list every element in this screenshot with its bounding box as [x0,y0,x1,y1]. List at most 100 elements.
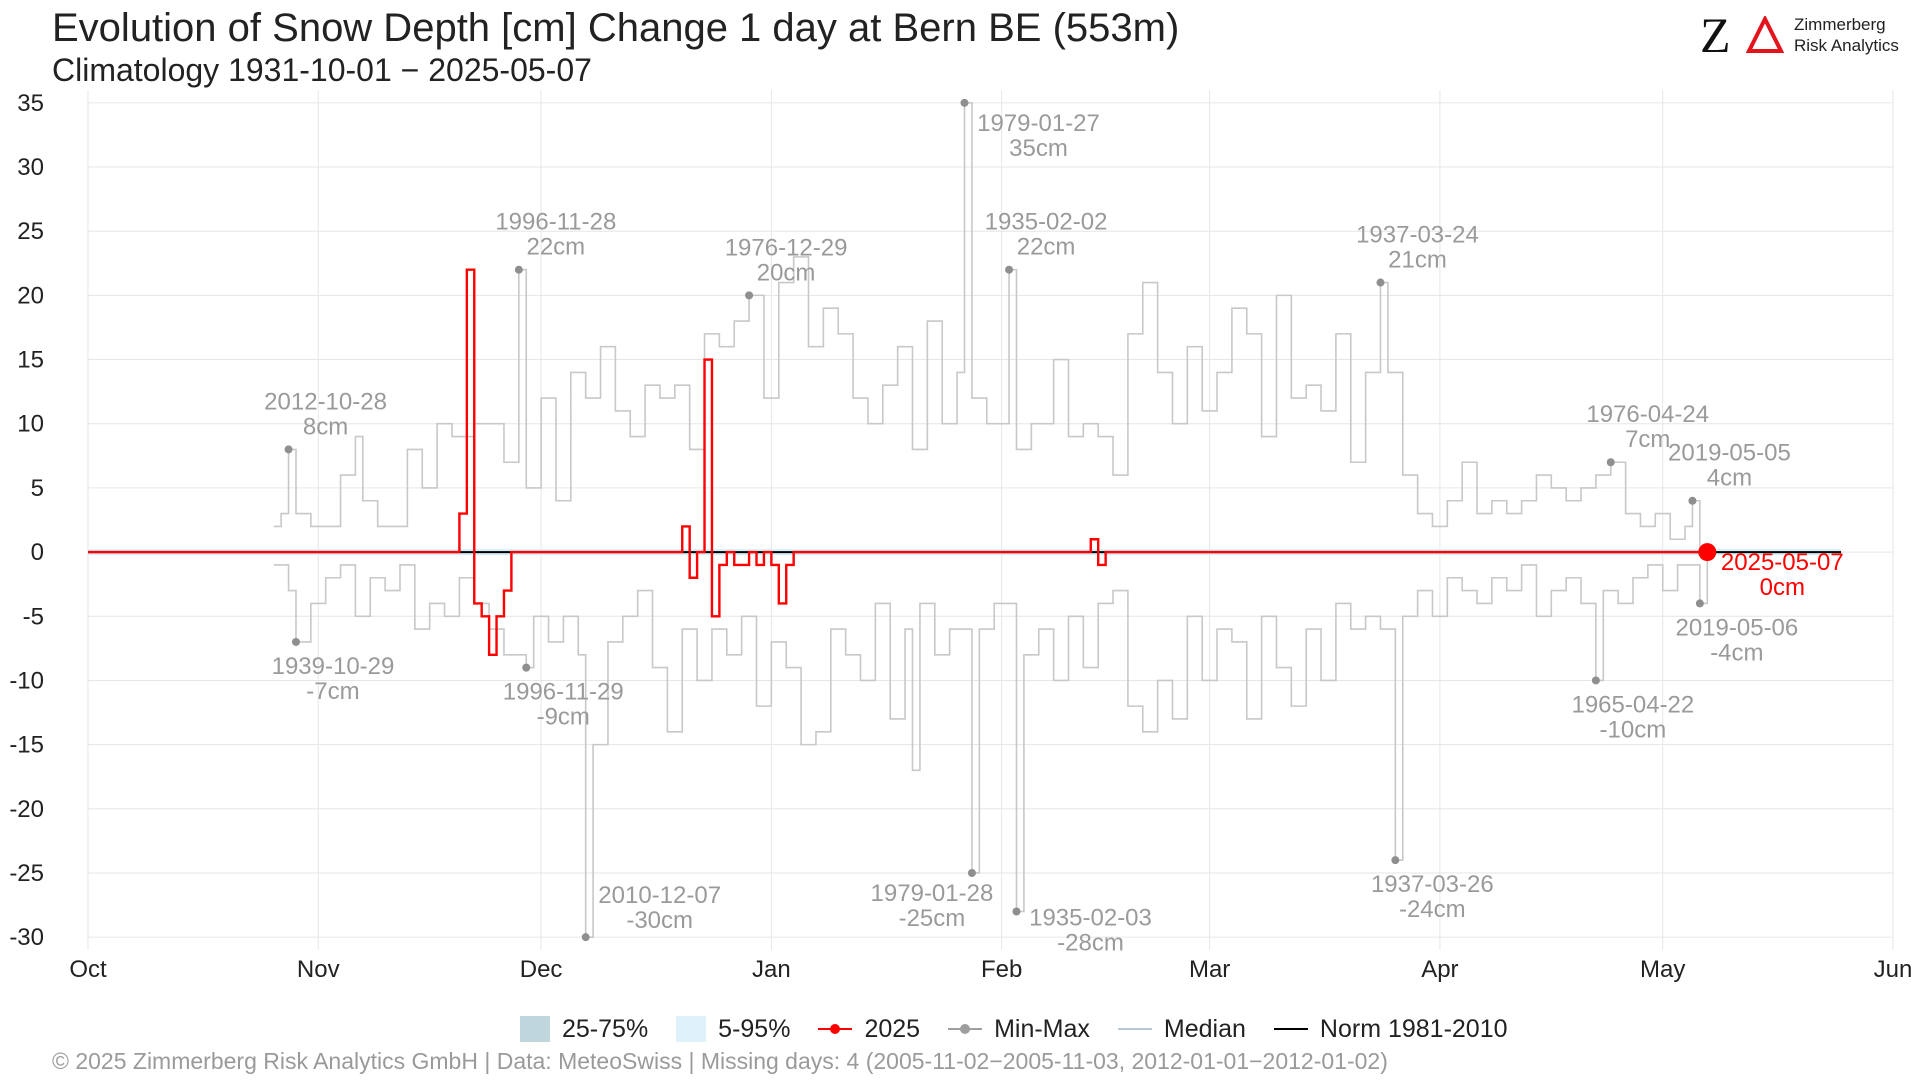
extreme-value-label: -24cm [1399,896,1466,923]
legend-line-key [818,1016,853,1042]
extreme-value-label: -9cm [537,704,590,731]
extreme-date-label: 2025-05-07 [1721,549,1844,576]
extreme-date-label: 1937-03-24 [1356,222,1479,249]
extreme-point [581,933,590,942]
extreme-value-label: -25cm [899,905,966,932]
x-tick-label: Nov [297,956,340,983]
extreme-point [522,663,531,672]
extreme-value-label: 0cm [1760,574,1805,601]
extreme-date-label: 1965-04-22 [1571,691,1694,718]
x-tick-label: Apr [1421,956,1458,983]
delta-icon [1746,16,1784,53]
extreme-point [1606,458,1615,467]
extreme-point [291,637,300,646]
x-tick-label: Jan [752,956,791,983]
legend-item: Median [1117,1014,1246,1044]
legend-line-key [948,1016,983,1042]
extreme-point [1376,278,1385,287]
extreme-value-label: 21cm [1388,247,1447,274]
extreme-point [1591,676,1600,685]
y-tick-label: 35 [17,90,44,117]
logo-line-2: Risk Analytics [1794,36,1899,55]
company-logo: Z Zimmerberg Risk Analytics [1700,10,1910,60]
legend-item: 5-95% [676,1015,790,1044]
series-2025-line [88,268,1708,656]
extreme-point [1688,496,1697,505]
legend-item: 25-75% [520,1015,648,1044]
legend-point [830,1024,841,1034]
x-tick-label: Feb [981,956,1022,983]
extreme-value-label: 22cm [1017,234,1076,261]
legend-line [1117,1028,1152,1030]
extreme-value-label: -30cm [626,907,693,934]
y-tick-label: -20 [9,796,44,823]
x-tick-label: Dec [520,956,563,983]
x-tick-label: Jun [1874,956,1913,983]
extreme-value-label: -10cm [1600,716,1667,743]
extreme-date-label: 1935-02-03 [1029,904,1152,931]
extreme-date-label: 1996-11-29 [503,679,624,706]
legend-label: Norm 1981-2010 [1319,1014,1508,1043]
extreme-value-label: -4cm [1710,639,1763,666]
current-value-point [1698,543,1717,562]
extreme-date-label: 1996-11-28 [495,209,616,236]
extreme-date-label: 1979-01-28 [871,880,994,907]
y-tick-label: -25 [9,860,44,887]
legend-swatch [520,1016,550,1042]
x-tick-label: Oct [69,956,107,983]
extreme-point [1005,265,1014,274]
legend-label: Median [1163,1014,1246,1043]
extreme-date-label: 1976-12-29 [725,234,848,261]
extreme-date-label: 1937-03-26 [1371,871,1494,898]
extreme-point [960,98,969,107]
extreme-point [967,868,976,877]
extreme-date-label: 1935-02-02 [985,209,1108,236]
y-tick-label: -15 [9,732,44,759]
legend-line-key [1117,1016,1152,1042]
max-series-line [273,102,1701,553]
extreme-value-label: 7cm [1625,426,1670,453]
x-tick-label: Mar [1189,956,1230,983]
y-tick-label: 25 [17,218,44,245]
extreme-value-label: 35cm [1009,135,1068,162]
logo-text: Zimmerberg Risk Analytics [1794,14,1899,56]
snow-depth-chart: 35 30 25 20 15 10 5 0 -5 -10 -15 -20 -25 -30 Oct Nov Dec… [9,90,1913,983]
legend-item: Norm 1981-2010 [1273,1014,1508,1044]
extreme-date-label: 2019-05-05 [1668,440,1791,467]
extreme-point [745,291,754,300]
extreme-value-label: -28cm [1057,929,1124,956]
legend-item: 2025 [818,1015,920,1044]
extreme-value-label: 22cm [526,234,585,261]
legend-line-key [1273,1016,1308,1042]
extreme-value-label: 4cm [1707,465,1752,492]
y-tick-label: -10 [9,667,44,694]
extreme-point [284,445,293,454]
extreme-point [1391,856,1400,865]
extreme-value-label: -7cm [306,678,359,705]
extreme-date-label: 1976-04-24 [1586,401,1709,428]
min-series-line [273,552,1709,938]
x-tick-label: May [1640,956,1685,983]
logo-line-1: Zimmerberg [1794,15,1886,34]
y-tick-label: 10 [17,411,44,438]
chart-subtitle: Climatology 1931-10-01 − 2025-05-07 [52,52,592,88]
legend-label: 2025 [864,1014,921,1043]
logo-z-mark: Z [1700,7,1731,63]
y-tick-label: 20 [17,282,44,309]
extreme-point [514,265,523,274]
legend-label: 25-75% [562,1014,649,1043]
y-tick-label: -30 [9,924,44,951]
y-tick-label: 0 [31,539,44,566]
legend-swatch [676,1016,707,1042]
extreme-value-label: 20cm [757,259,816,286]
legend-item: Min-Max [948,1015,1090,1044]
extreme-point [1012,907,1021,916]
chart-title: Evolution of Snow Depth [cm] Change 1 da… [52,6,1180,50]
y-tick-label: -5 [23,603,44,630]
data-source-caption: © 2025 Zimmerberg Risk Analytics GmbH | … [52,1048,1388,1074]
y-tick-label: 5 [31,475,44,502]
extreme-date-label: 1979-01-27 [977,110,1100,137]
extreme-date-label: 2010-12-07 [598,882,721,909]
extreme-date-label: 2019-05-06 [1675,614,1798,641]
extreme-point [1695,599,1704,608]
